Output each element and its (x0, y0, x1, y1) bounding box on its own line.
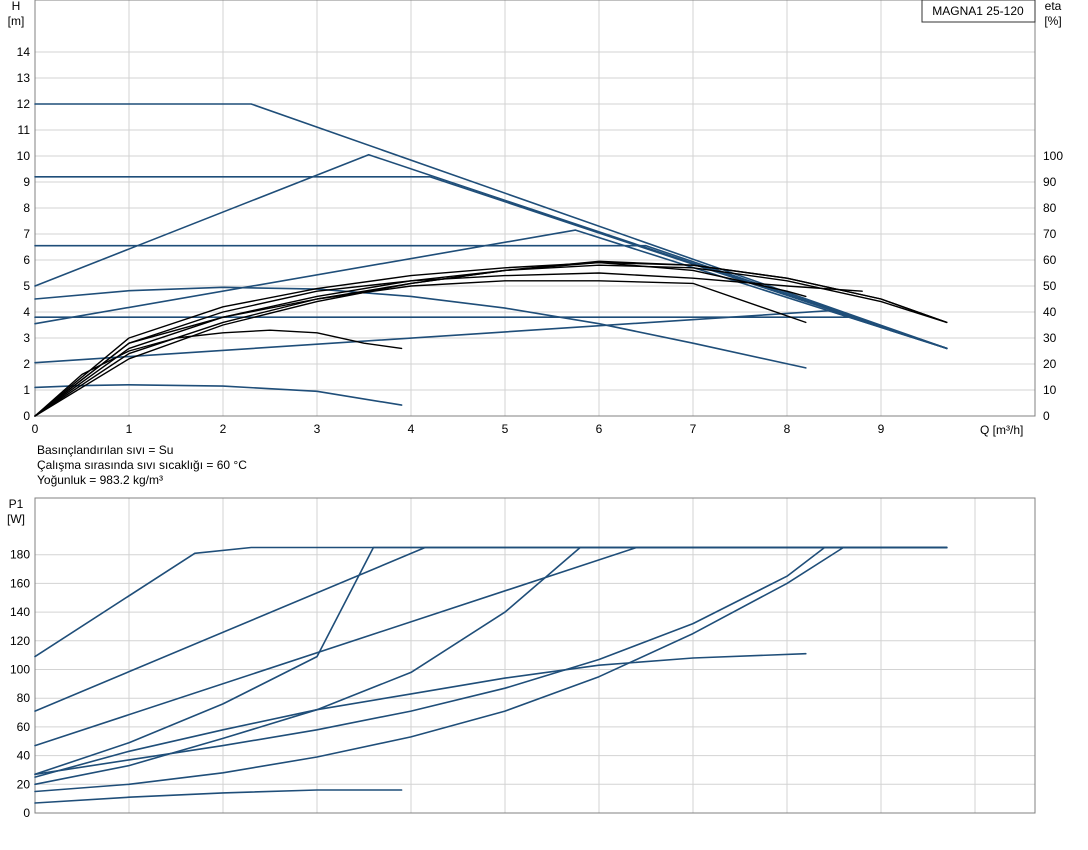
top-right-axis-label-line1: eta (1045, 0, 1062, 13)
model-label: MAGNA1 25-120 (932, 4, 1024, 18)
bottom-y-tick: 120 (10, 634, 30, 648)
top-x-tick: 7 (690, 422, 697, 436)
info-temperature: Çalışma sırasında sıvı sıcaklığı = 60 °C (37, 458, 247, 472)
top-y-tick: 9 (23, 175, 30, 189)
bottom-y-tick: 80 (17, 691, 31, 705)
top-y-tick: 0 (23, 409, 30, 423)
power-curve (34, 546, 948, 786)
efficiency-curve (34, 260, 948, 417)
bottom-y-tick: 0 (23, 806, 30, 820)
top-right-tick: 10 (1043, 383, 1057, 397)
top-y-tick: 2 (23, 357, 30, 371)
top-y-tick: 14 (17, 45, 31, 59)
top-y-tick: 1 (23, 383, 30, 397)
bottom-left-axis-label-line1: P1 (9, 497, 24, 511)
power-curve (34, 546, 948, 776)
head-curve (34, 176, 948, 350)
head-efficiency-plot: 0123456789101112131401020304050607080901… (17, 0, 1063, 436)
power-curve (34, 652, 807, 778)
top-y-tick: 10 (17, 149, 31, 163)
head-curve (34, 103, 948, 350)
bottom-y-tick: 40 (17, 749, 31, 763)
top-y-tick: 13 (17, 71, 31, 85)
head-curve (34, 244, 948, 350)
top-x-tick: 4 (408, 422, 415, 436)
head-curve (34, 229, 948, 350)
power-curve (34, 789, 403, 804)
efficiency-curve (34, 272, 863, 417)
top-right-tick: 80 (1043, 201, 1057, 215)
top-x-tick: 9 (878, 422, 885, 436)
top-y-tick: 4 (23, 305, 30, 319)
top-right-tick: 30 (1043, 331, 1057, 345)
bottom-frame (34, 497, 1036, 814)
top-x-tick: 2 (220, 422, 227, 436)
top-x-tick: 8 (784, 422, 791, 436)
top-y-tick: 5 (23, 279, 30, 293)
top-y-tick: 7 (23, 227, 30, 241)
top-right-tick: 50 (1043, 279, 1057, 293)
top-right-tick: 90 (1043, 175, 1057, 189)
top-right-axis-label-line2: [%] (1044, 14, 1061, 28)
bottom-y-tick: 160 (10, 576, 30, 590)
top-left-axis-label-line1: H (12, 0, 21, 13)
power-curve (34, 546, 948, 776)
top-y-tick: 12 (17, 97, 31, 111)
top-right-tick: 70 (1043, 227, 1057, 241)
top-y-tick: 3 (23, 331, 30, 345)
top-x-tick: 1 (126, 422, 133, 436)
top-right-tick: 100 (1043, 149, 1063, 163)
efficiency-curve (34, 280, 807, 417)
top-left-axis-label-line2: [m] (8, 14, 25, 28)
top-x-tick: 6 (596, 422, 603, 436)
bottom-y-tick: 100 (10, 663, 30, 677)
bottom-y-tick: 140 (10, 605, 30, 619)
bottom-y-tick: 60 (17, 720, 31, 734)
top-right-tick: 60 (1043, 253, 1057, 267)
top-y-tick: 6 (23, 253, 30, 267)
top-right-tick: 0 (1043, 409, 1050, 423)
top-right-tick: 20 (1043, 357, 1057, 371)
head-curve (34, 286, 807, 369)
top-frame (34, 0, 1036, 417)
top-y-tick: 8 (23, 201, 30, 215)
top-right-tick: 40 (1043, 305, 1057, 319)
efficiency-curve (34, 261, 807, 417)
x-axis-label: Q [m³/h] (980, 423, 1023, 437)
top-x-tick: 0 (32, 422, 39, 436)
power-plot: 0 20 40 60 80 100 120 140 160 180 (10, 497, 1036, 820)
info-liquid: Basınçlandırılan sıvı = Su (37, 443, 174, 457)
bottom-y-tick: 180 (10, 548, 30, 562)
top-x-tick: 5 (502, 422, 509, 436)
head-curve (34, 316, 948, 350)
bottom-plot-area (35, 498, 1035, 813)
bottom-y-tick: 20 (17, 777, 31, 791)
top-x-tick: 3 (314, 422, 321, 436)
model-label-box: MAGNA1 25-120 (921, 0, 1036, 23)
info-density: Yoğunluk = 983.2 kg/m³ (37, 473, 163, 487)
top-y-tick: 11 (18, 123, 31, 137)
power-curve (34, 546, 948, 793)
bottom-left-axis-label-line2: [W] (7, 512, 25, 526)
